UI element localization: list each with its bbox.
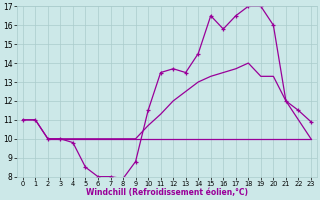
X-axis label: Windchill (Refroidissement éolien,°C): Windchill (Refroidissement éolien,°C)	[86, 188, 248, 197]
